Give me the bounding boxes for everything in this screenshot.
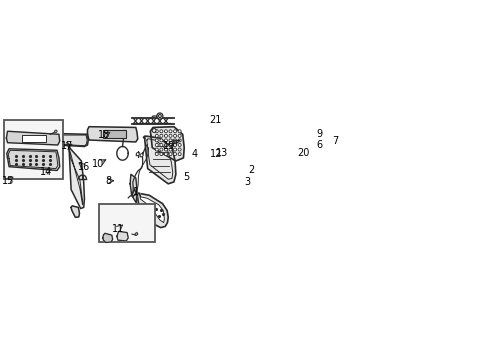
Circle shape [169, 134, 172, 138]
Circle shape [155, 148, 158, 151]
Circle shape [169, 148, 172, 151]
Bar [102, 130, 125, 138]
Circle shape [173, 130, 176, 133]
Polygon shape [87, 127, 138, 142]
Circle shape [135, 233, 137, 235]
Circle shape [169, 139, 172, 142]
Text: 18: 18 [98, 130, 110, 140]
Text: 12: 12 [209, 149, 222, 159]
Circle shape [136, 153, 139, 156]
Polygon shape [56, 134, 88, 147]
Bar [4, 120, 62, 179]
Circle shape [164, 134, 167, 138]
Circle shape [155, 139, 158, 142]
Polygon shape [143, 136, 176, 184]
Circle shape [173, 143, 176, 147]
Text: 2: 2 [247, 166, 254, 175]
Circle shape [160, 139, 163, 142]
Polygon shape [71, 206, 80, 217]
Text: 4: 4 [191, 149, 198, 159]
Text: 8: 8 [105, 176, 111, 186]
Text: 14: 14 [40, 167, 52, 177]
Circle shape [157, 113, 163, 119]
Circle shape [155, 143, 158, 147]
Bar [99, 204, 155, 242]
Text: 19: 19 [163, 141, 175, 152]
Text: 1: 1 [133, 187, 139, 197]
Polygon shape [130, 174, 137, 203]
Text: 3: 3 [244, 177, 250, 187]
Circle shape [160, 134, 163, 138]
Circle shape [169, 153, 172, 156]
Circle shape [178, 139, 181, 142]
Text: 11: 11 [112, 224, 124, 234]
Circle shape [173, 148, 176, 151]
Polygon shape [6, 131, 60, 145]
Circle shape [155, 153, 158, 156]
Polygon shape [136, 192, 168, 228]
Text: 13: 13 [216, 148, 228, 158]
Circle shape [158, 114, 161, 118]
Circle shape [160, 130, 163, 133]
Circle shape [160, 143, 163, 147]
Text: 16: 16 [78, 162, 90, 172]
Polygon shape [102, 233, 112, 242]
Circle shape [155, 130, 158, 133]
Circle shape [164, 153, 167, 156]
Circle shape [178, 148, 181, 151]
Circle shape [152, 129, 156, 132]
Text: 6: 6 [316, 140, 322, 150]
Bar [21, 135, 46, 142]
Text: 20: 20 [297, 148, 309, 158]
Circle shape [173, 134, 176, 138]
Polygon shape [150, 127, 184, 161]
Polygon shape [67, 143, 84, 208]
Text: 15: 15 [2, 176, 15, 186]
Circle shape [169, 130, 172, 133]
Circle shape [140, 154, 143, 157]
Circle shape [178, 134, 181, 138]
Text: 10: 10 [91, 159, 103, 169]
Polygon shape [7, 149, 60, 171]
Circle shape [160, 148, 163, 151]
Circle shape [178, 153, 181, 156]
Polygon shape [140, 193, 164, 222]
Circle shape [173, 139, 176, 142]
Circle shape [164, 130, 167, 133]
Text: 21: 21 [209, 115, 222, 125]
Text: 9: 9 [316, 129, 322, 139]
Circle shape [173, 153, 176, 156]
Text: 17: 17 [61, 141, 73, 152]
Circle shape [155, 134, 158, 138]
Text: 7: 7 [331, 136, 337, 146]
Circle shape [178, 143, 181, 147]
Polygon shape [117, 231, 128, 241]
Circle shape [164, 143, 167, 147]
Circle shape [169, 143, 172, 147]
Circle shape [178, 130, 181, 133]
Text: 5: 5 [183, 172, 189, 182]
Circle shape [55, 130, 57, 132]
Circle shape [164, 139, 167, 142]
Circle shape [160, 153, 163, 156]
Circle shape [164, 148, 167, 151]
